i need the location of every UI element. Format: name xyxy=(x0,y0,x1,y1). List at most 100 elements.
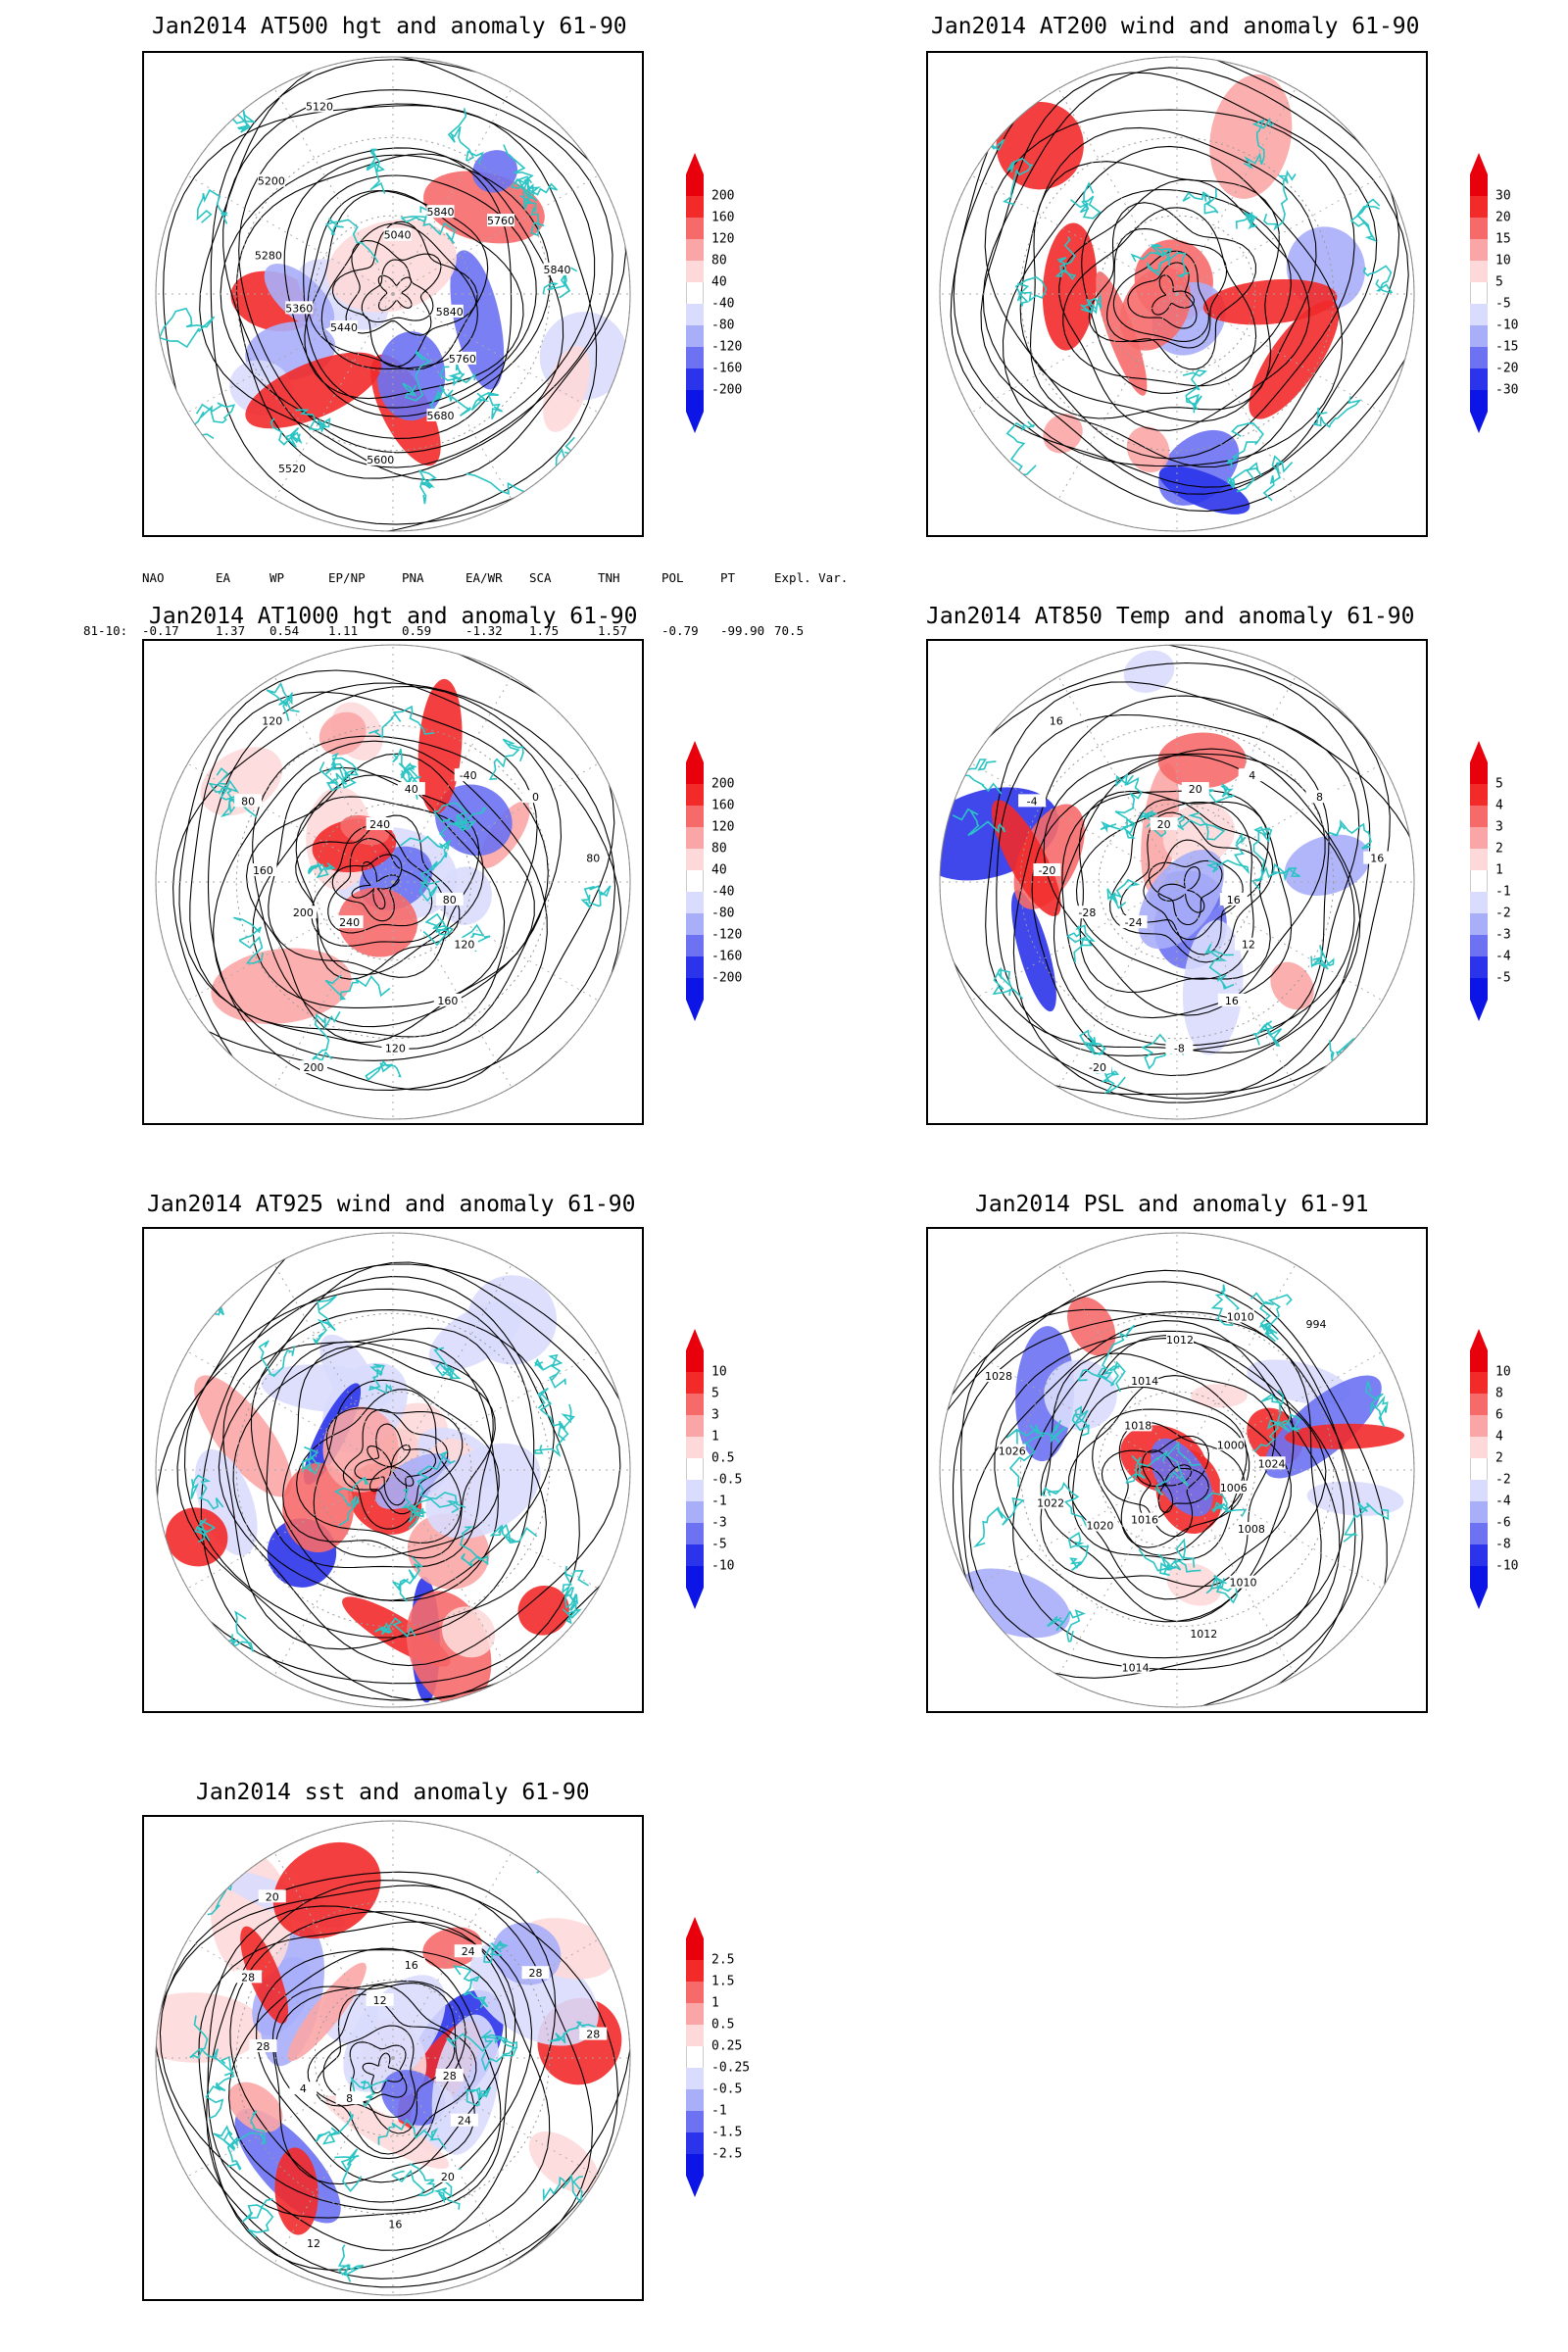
index-value: -0.17 xyxy=(142,623,179,638)
colorbar-label: 1 xyxy=(711,1995,719,2011)
meridian-line xyxy=(1057,1469,1178,1676)
coastline xyxy=(1182,369,1207,414)
contour-label-bg xyxy=(1042,713,1070,727)
coastline xyxy=(1243,117,1274,170)
colorbar-segment xyxy=(686,196,704,218)
contour-label-bg xyxy=(289,2082,318,2095)
contour-label-bg xyxy=(1238,768,1266,782)
colorbar-label: 5 xyxy=(711,1386,719,1401)
colorbar-segment xyxy=(1470,892,1488,913)
colorbar-label: 0.5 xyxy=(711,1450,735,1466)
colorbar-label: 120 xyxy=(711,231,735,247)
contour-label: 120 xyxy=(385,1042,406,1054)
coastline xyxy=(158,307,216,349)
contour-label-bg xyxy=(234,794,263,808)
colorbar-label: 40 xyxy=(711,862,727,878)
coastline xyxy=(333,1476,369,1526)
contour-label: 20 xyxy=(1189,783,1202,796)
coastline xyxy=(562,1593,582,1625)
meridian-line xyxy=(392,1469,513,1676)
colorbar-bottom-arrow xyxy=(1470,412,1488,433)
coastline xyxy=(402,350,431,402)
coastline xyxy=(213,2125,242,2171)
contour-line xyxy=(1081,188,1292,394)
contour-label-bg xyxy=(450,2113,478,2127)
contour-label-bg xyxy=(367,452,395,466)
latitude-circle xyxy=(1019,136,1335,452)
contour-label-bg xyxy=(435,892,464,906)
coastline xyxy=(1250,862,1300,891)
colorbar-top-arrow xyxy=(686,153,704,174)
index-header: NAO xyxy=(142,570,165,585)
colorbar-segment xyxy=(686,390,704,412)
colorbar-label: -1 xyxy=(711,2103,727,2119)
coastline xyxy=(1106,878,1141,909)
contour-label: 5280 xyxy=(255,250,282,263)
contour-label: 20 xyxy=(1157,818,1171,831)
contour-label: 240 xyxy=(369,818,390,831)
colorbar-label: 6 xyxy=(1495,1407,1503,1423)
index-value: 1.57 xyxy=(598,623,628,638)
contour-label-bg xyxy=(1229,1575,1257,1589)
anomaly-shading xyxy=(1158,466,1250,514)
colorbar-segment xyxy=(1470,978,1488,1000)
contour-line xyxy=(207,682,616,1091)
contour-label: 1012 xyxy=(1190,1628,1217,1641)
contour-line xyxy=(1136,1464,1193,1513)
colorbar-label: 1 xyxy=(711,1429,719,1445)
meridian-line xyxy=(1057,881,1178,1088)
contour-line xyxy=(222,89,613,468)
contour-label-bg xyxy=(1033,862,1061,876)
contour-line xyxy=(351,860,400,909)
coastline xyxy=(1317,492,1346,522)
anomaly-shading xyxy=(1270,961,1314,1010)
coastline xyxy=(1252,826,1273,882)
coastline xyxy=(1349,198,1381,243)
anomaly-shading xyxy=(1306,1481,1404,1516)
map-boundary xyxy=(155,1820,631,2296)
contour-line xyxy=(235,153,564,479)
colorbar-label: -10 xyxy=(711,1558,735,1574)
index-value: 1.37 xyxy=(216,623,246,638)
contour-label: 160 xyxy=(437,995,458,1007)
coastline xyxy=(1263,170,1297,231)
coastline xyxy=(1312,396,1362,428)
coastline xyxy=(374,1617,416,1639)
colorbar-label: -5 xyxy=(1495,970,1511,986)
anomaly-shading xyxy=(282,1462,354,1553)
colorbar-top-arrow xyxy=(686,741,704,762)
anomaly-shading xyxy=(211,948,352,1024)
contour-label-bg xyxy=(300,2236,328,2250)
anomaly-shading xyxy=(472,150,518,193)
index-header: PT xyxy=(720,570,736,585)
anomaly-shading xyxy=(227,2082,283,2132)
colorbar-label: -3 xyxy=(1495,927,1511,943)
meridian-line xyxy=(392,1350,599,1471)
colorbar-label: 2 xyxy=(1495,841,1503,857)
coastline xyxy=(392,1556,423,1602)
contour-line xyxy=(207,1905,516,2219)
contour-label-bg xyxy=(579,851,608,864)
latitude-circle xyxy=(235,724,551,1040)
colorbar-segment xyxy=(1470,325,1488,347)
coastline xyxy=(1235,211,1257,230)
coastline xyxy=(191,402,236,427)
contour-label: 16 xyxy=(1050,714,1063,727)
latitude-circle xyxy=(1098,1391,1256,1549)
coastline xyxy=(400,206,457,244)
contour-label-bg xyxy=(1086,1518,1114,1532)
coastline xyxy=(1210,1284,1241,1327)
meridian-line xyxy=(392,1469,599,1590)
coastline xyxy=(416,1450,466,1509)
colorbar-segment xyxy=(1470,282,1488,304)
colorbar-segment xyxy=(686,1394,704,1415)
index-value: 1.11 xyxy=(328,623,359,638)
contour-line xyxy=(950,57,1400,488)
anomaly-shading xyxy=(517,1585,569,1636)
colorbar-segment xyxy=(686,784,704,806)
polar-map-at200 xyxy=(939,56,1415,532)
colorbar-top-arrow xyxy=(686,1329,704,1350)
colorbar-label: -2 xyxy=(1495,906,1511,921)
colorbar-top-arrow xyxy=(686,1917,704,1938)
meridian-line xyxy=(1176,174,1383,295)
